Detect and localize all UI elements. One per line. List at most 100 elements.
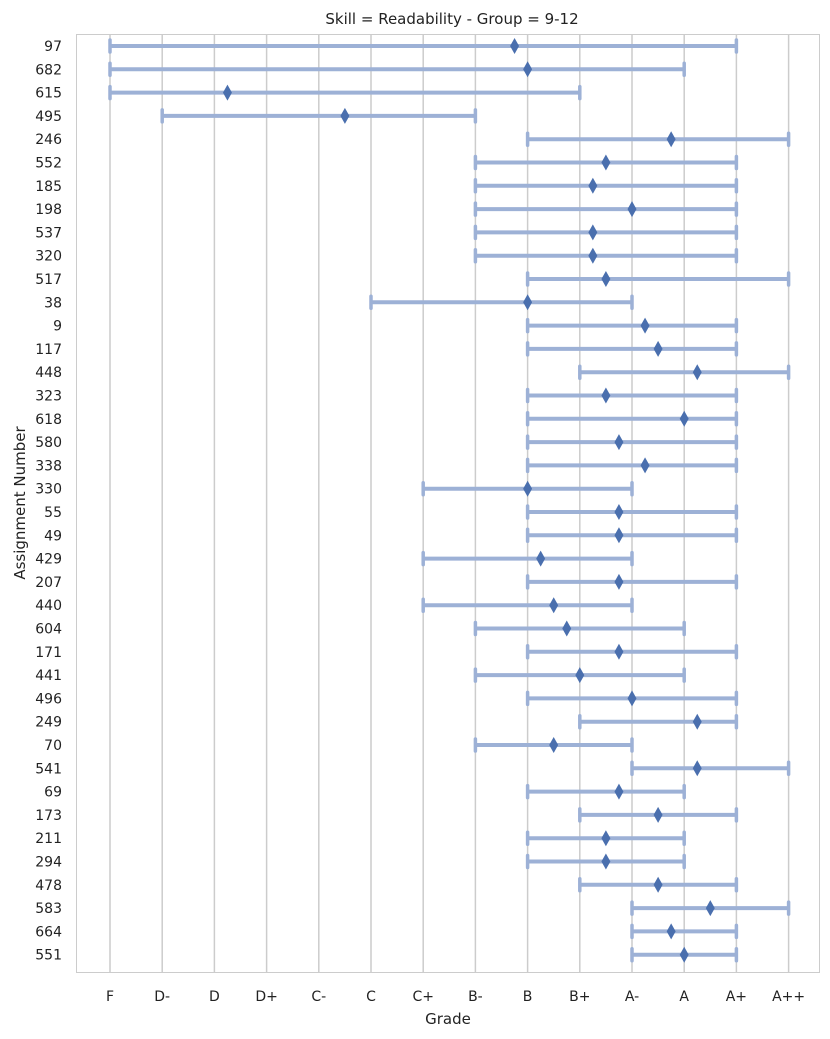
x-tick-labels: F D- D D+ C- C C+ B- B B+ A- A A+ A++	[106, 989, 805, 1005]
y-tick-label: 70	[44, 738, 62, 754]
y-tick-label: 552	[35, 156, 62, 172]
chart-title: Skill = Readability - Group = 9-12	[325, 10, 578, 28]
grid-lines	[109, 35, 790, 972]
range-row	[369, 294, 634, 311]
range-row	[525, 317, 739, 334]
y-tick-label: 55	[44, 505, 62, 521]
mean-marker	[653, 340, 663, 357]
range-row	[525, 830, 686, 847]
x-tick-label: D+	[255, 989, 278, 1005]
range-row	[525, 434, 739, 451]
mean-marker	[666, 923, 676, 940]
y-tick-label: 441	[35, 668, 62, 684]
y-axis-label: Assignment Number	[11, 425, 29, 579]
y-tick-label: 478	[35, 878, 62, 894]
y-tick-label: 440	[35, 598, 62, 614]
x-tick-label: C-	[311, 989, 326, 1005]
range-row	[525, 340, 739, 357]
y-tick-label: 211	[35, 831, 62, 847]
x-tick-label: D	[209, 989, 220, 1005]
range-row	[578, 876, 739, 893]
mean-marker	[601, 387, 611, 404]
mean-marker	[692, 364, 702, 381]
y-tick-label: 580	[35, 435, 62, 451]
y-tick-label: 9	[53, 319, 62, 335]
mean-marker	[601, 271, 611, 287]
x-tick-label: B-	[468, 989, 483, 1005]
x-tick-label: A	[679, 989, 689, 1005]
y-tick-label: 604	[35, 622, 62, 638]
mean-marker	[705, 900, 715, 917]
mean-marker	[692, 760, 702, 777]
x-tick-label: B	[523, 989, 533, 1005]
y-tick-label: 517	[35, 272, 62, 288]
y-tick-label: 664	[35, 924, 62, 940]
y-tick-label: 249	[35, 715, 62, 731]
range-row	[525, 783, 686, 800]
x-tick-label: C+	[412, 989, 434, 1005]
range-row	[578, 713, 739, 730]
range-row	[525, 271, 791, 287]
range-row	[525, 410, 739, 427]
y-tick-label: 541	[35, 761, 62, 777]
y-tick-label: 294	[35, 855, 62, 871]
x-tick-label: D-	[154, 989, 170, 1005]
range-row	[421, 550, 634, 567]
y-tick-label: 69	[44, 785, 62, 801]
range-row	[525, 573, 739, 590]
y-tick-label: 429	[35, 552, 62, 568]
range-row	[630, 923, 739, 940]
range-row	[525, 457, 739, 474]
mean-marker	[549, 737, 559, 753]
range-row	[525, 504, 739, 520]
y-tick-label: 173	[35, 808, 62, 824]
x-axis-label: Grade	[425, 1010, 471, 1028]
mean-marker	[653, 806, 663, 823]
range-row	[473, 247, 739, 264]
range-row	[525, 387, 739, 404]
mean-marker	[614, 643, 624, 660]
y-tick-label: 207	[35, 575, 62, 591]
range-row	[108, 84, 582, 101]
y-tick-label: 49	[44, 528, 62, 544]
y-tick-label: 185	[35, 179, 62, 195]
range-row	[525, 690, 739, 707]
mean-marker	[588, 247, 598, 264]
mean-marker	[614, 434, 624, 451]
mean-marker	[340, 107, 350, 124]
range-row	[525, 527, 739, 544]
range-row	[108, 61, 686, 78]
y-tick-label: 495	[35, 109, 62, 125]
y-tick-label: 97	[44, 39, 62, 55]
range-row	[525, 853, 686, 870]
range-bars	[108, 38, 791, 963]
mean-marker	[692, 713, 702, 730]
y-tick-label: 537	[35, 225, 62, 241]
mean-marker	[222, 84, 232, 101]
range-row	[473, 224, 739, 241]
range-row	[421, 597, 634, 614]
mean-marker	[614, 573, 624, 590]
range-row	[473, 620, 686, 637]
y-tick-label: 448	[35, 365, 62, 381]
mean-marker	[614, 504, 624, 520]
y-tick-label: 338	[35, 458, 62, 474]
mean-marker	[614, 783, 624, 800]
mean-marker	[627, 690, 637, 707]
range-row	[630, 946, 739, 963]
y-tick-label: 320	[35, 249, 62, 265]
mean-marker	[679, 410, 689, 427]
y-tick-label: 246	[35, 132, 62, 148]
y-tick-label: 198	[35, 202, 62, 218]
mean-marker	[523, 61, 533, 78]
x-tick-label: F	[106, 989, 114, 1005]
range-row	[630, 760, 791, 777]
mean-marker	[653, 876, 663, 893]
range-row	[473, 201, 739, 218]
x-tick-label: A-	[625, 989, 639, 1005]
y-tick-label: 117	[35, 342, 62, 358]
mean-marker	[536, 550, 546, 567]
y-tick-labels: 97 682 615 495 246 552 185 198 537 320 517 38 9 117 44…	[35, 39, 62, 964]
range-row	[160, 107, 478, 124]
